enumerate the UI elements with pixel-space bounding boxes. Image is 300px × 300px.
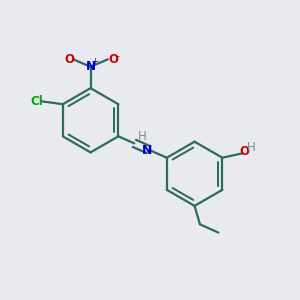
Text: O: O <box>108 53 118 66</box>
Text: Cl: Cl <box>31 95 44 108</box>
Text: N: N <box>142 144 153 157</box>
Text: O: O <box>65 53 75 66</box>
Text: N: N <box>85 60 96 73</box>
Text: -: - <box>116 51 120 61</box>
Text: H: H <box>247 141 256 154</box>
Text: H: H <box>138 130 147 143</box>
Text: O: O <box>239 145 249 158</box>
Text: +: + <box>91 57 98 66</box>
